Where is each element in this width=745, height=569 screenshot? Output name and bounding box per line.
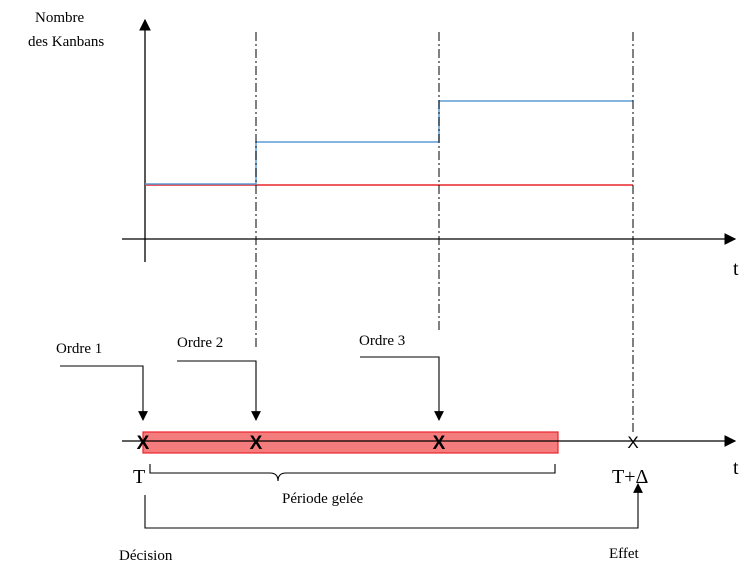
top-chart: Nombre des Kanbans t (28, 10, 739, 280)
order-3-arrow (360, 356, 444, 421)
order-3-marker: X (433, 433, 446, 454)
x-axis-label: t (733, 258, 739, 280)
order-1-marker: X (137, 433, 150, 454)
order-1-arrow (60, 365, 148, 421)
frozen-period-label: Période gelée (282, 491, 364, 507)
order-2-arrow (177, 360, 261, 421)
timeline-axis-label: t (733, 457, 739, 479)
order-2-label: Ordre 2 (177, 335, 223, 351)
end-time-label: T+Δ (612, 466, 648, 488)
effect-marker: X (627, 433, 638, 452)
timeline: t Ordre 1 Ordre 2 Ordre 3 X X X X T T+Δ … (56, 333, 739, 564)
frozen-period-brace (149, 464, 556, 482)
start-time-label: T (133, 466, 145, 488)
blue-step-level (145, 100, 633, 185)
order-1-label: Ordre 1 (56, 341, 102, 357)
y-axis-label-line1: Nombre (35, 10, 84, 26)
y-axis-label-line2: des Kanbans (28, 34, 104, 50)
order-3-label: Ordre 3 (359, 333, 405, 349)
decision-label: Décision (119, 548, 173, 564)
decision-effect-connector (144, 483, 643, 529)
effect-label: Effet (609, 546, 640, 562)
order-2-marker: X (250, 433, 263, 454)
frozen-period-bar (142, 431, 559, 454)
